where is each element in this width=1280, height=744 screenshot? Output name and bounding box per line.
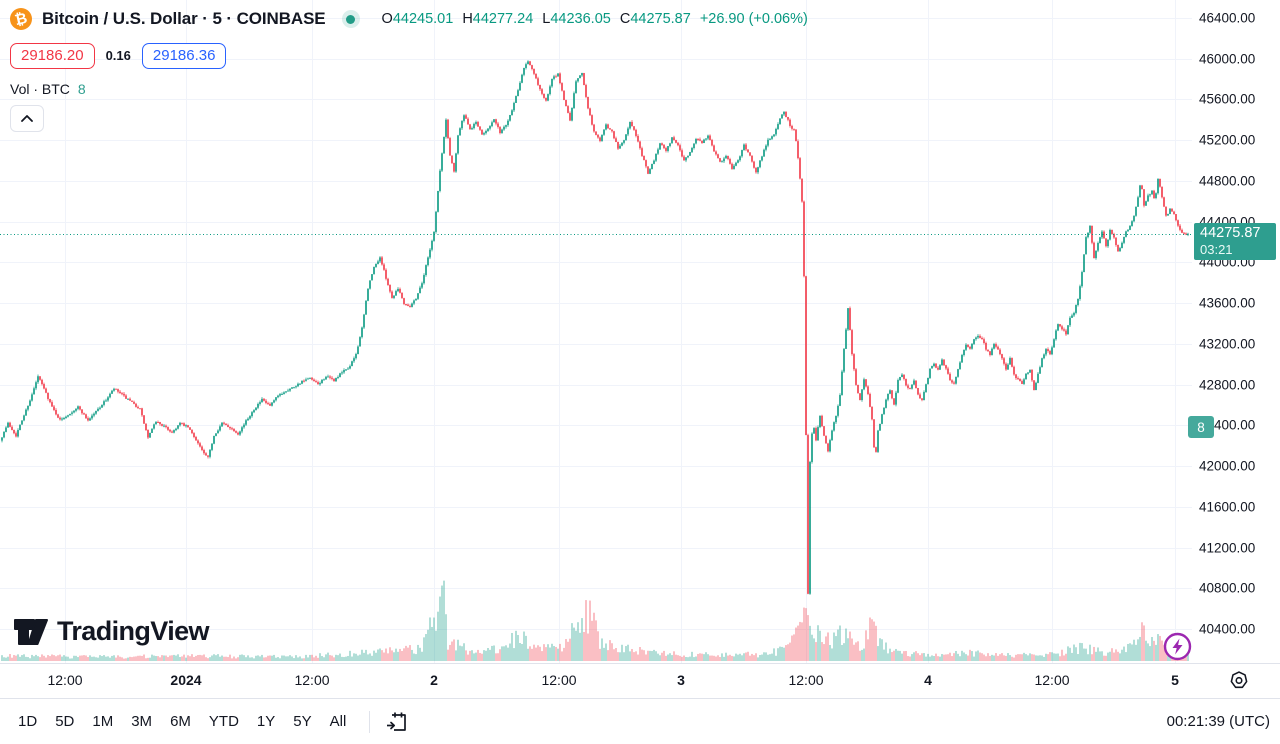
lightning-icon (1163, 632, 1192, 661)
tradingview-logo[interactable]: TradingView (14, 616, 210, 647)
range-button-1m[interactable]: 1M (92, 713, 114, 730)
volume-axis-badge: 8 (1188, 416, 1214, 438)
range-button-5y[interactable]: 5Y (293, 713, 312, 730)
last-price-badge: 44275.87 03:21 (1194, 223, 1276, 261)
price-axis[interactable]: 44275.87 03:21 8 46400.00 46000.00 45600.0… (1188, 0, 1280, 663)
calendar-arrow-icon (387, 712, 407, 731)
symbol-title[interactable]: Bitcoin / U.S. Dollar · 5 · COINBASE (42, 9, 326, 28)
market-status-dot (341, 10, 360, 28)
range-button-5d[interactable]: 5D (55, 713, 75, 730)
volume-label: Vol · BTC (10, 81, 70, 97)
range-button-3m[interactable]: 3M (131, 713, 153, 730)
go-to-date-button[interactable] (382, 707, 412, 737)
tradingview-logo-icon (14, 618, 48, 645)
bid-ask-row: 29186.20 0.16 29186.36 (10, 41, 808, 70)
chart-pane: ₿ Bitcoin / U.S. Dollar · 5 · COINBASE O… (0, 0, 1192, 663)
time-axis-label: 2 (430, 672, 438, 688)
low-label: L (542, 11, 551, 27)
close-value: 44275.87 (630, 11, 691, 27)
low-value: 44236.05 (550, 11, 611, 27)
high-label: H (462, 11, 473, 27)
change-value: +26.90 (+0.06%) (699, 11, 808, 27)
bid-button[interactable]: 29186.20 (10, 42, 95, 69)
price-axis-label: 41200.00 (1199, 540, 1256, 556)
time-axis-label: 2024 (170, 672, 202, 688)
time-axis-label: 12:00 (541, 672, 577, 688)
time-axis-label: 12:00 (788, 672, 824, 688)
price-axis-label: 44800.00 (1199, 173, 1256, 189)
high-value: 44277.24 (472, 11, 534, 27)
range-button-1d[interactable]: 1D (18, 713, 38, 730)
price-axis-label: 46400.00 (1199, 10, 1256, 26)
close-label: C (619, 11, 631, 27)
settings-icon[interactable] (1226, 668, 1252, 694)
range-button-1y[interactable]: 1Y (256, 713, 276, 730)
ohlc-values: O 44245.01 H 44277.24 L 44236.05 C 44275… (382, 11, 808, 27)
time-axis-label: 5 (1171, 672, 1179, 688)
price-axis-label: 42800.00 (1199, 377, 1256, 393)
open-label: O (381, 11, 393, 27)
candlestick-chart-canvas[interactable] (0, 0, 1192, 663)
time-axis-label: 4 (924, 672, 932, 688)
time-axis-label: 12:00 (1034, 672, 1070, 688)
volume-legend: Vol · BTC 8 (10, 81, 808, 97)
price-axis-label: 40800.00 (1199, 580, 1256, 596)
spread-value: 0.16 (105, 48, 131, 63)
bottom-toolbar: 1D 5D 1M 3M 6M YTD 1Y 5Y All 00:21:39 (U… (0, 698, 1280, 744)
collapse-legend-button[interactable] (10, 105, 44, 132)
price-axis-label: 45200.00 (1199, 132, 1256, 148)
price-axis-label: 46000.00 (1199, 51, 1256, 67)
price-axis-label: 43600.00 (1199, 295, 1256, 311)
lightning-button[interactable] (1163, 632, 1192, 661)
chevron-up-icon (21, 115, 33, 122)
time-axis-label: 12:00 (294, 672, 330, 688)
bar-countdown: 03:21 (1200, 242, 1233, 258)
range-button-all[interactable]: All (329, 713, 347, 730)
volume-value: 8 (77, 81, 86, 97)
open-value: 44245.01 (392, 11, 454, 27)
price-axis-label: 43200.00 (1199, 336, 1256, 352)
range-button-ytd[interactable]: YTD (208, 713, 239, 730)
session-clock[interactable]: 00:21:39 (UTC) (1166, 713, 1270, 730)
price-axis-label: 40400.00 (1199, 621, 1256, 637)
last-price-value: 44275.87 (1200, 225, 1261, 242)
gear-heptagon-icon (1230, 671, 1248, 689)
price-axis-label: 41600.00 (1199, 499, 1256, 515)
ask-button[interactable]: 29186.36 (141, 42, 227, 69)
symbol-row: ₿ Bitcoin / U.S. Dollar · 5 · COINBASE O… (10, 6, 808, 32)
time-axis[interactable]: 12:00 2024 12:00 2 12:00 3 12:00 4 12:00 5 (0, 663, 1280, 698)
price-axis-label: 42000.00 (1199, 458, 1256, 474)
tradingview-logo-text: TradingView (57, 616, 210, 646)
time-axis-label: 3 (677, 672, 685, 688)
toolbar-divider (369, 710, 371, 733)
chart-legend: ₿ Bitcoin / U.S. Dollar · 5 · COINBASE O… (10, 6, 808, 132)
price-axis-label: 45600.00 (1199, 91, 1256, 107)
bitcoin-icon: ₿ (10, 8, 32, 30)
time-axis-label: 12:00 (47, 672, 83, 688)
range-button-6m[interactable]: 6M (170, 713, 191, 730)
